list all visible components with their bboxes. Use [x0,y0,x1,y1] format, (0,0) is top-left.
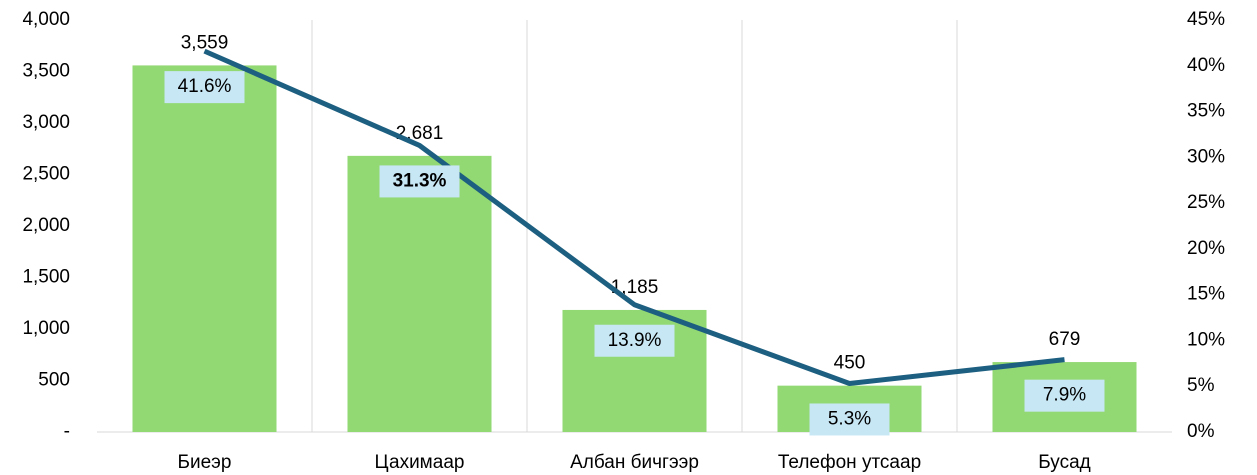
value-label-box [164,71,245,104]
bar-value-label: 679 [1049,329,1081,350]
line-value-label: 5.3% [828,408,871,429]
y2-tick-label: 15% [1187,284,1225,305]
bar-value-label: 450 [834,353,866,374]
y2-tick-label: 10% [1187,329,1225,350]
y2-tick-label: 40% [1187,55,1225,76]
line-value-label: 31.3% [393,170,447,191]
bar [132,65,277,432]
x-tick-label: Телефон утсаар [778,452,921,473]
bar [347,155,492,432]
y2-tick-label: 20% [1187,238,1225,259]
y2-tick-label: 5% [1187,375,1215,396]
y-tick-label: - [64,421,70,442]
value-label-box [594,324,675,357]
line-value-label: 41.6% [178,76,232,97]
y2-tick-label: 30% [1187,146,1225,167]
x-tick-label: Биеэр [178,452,232,473]
y-tick-label: 4,000 [22,9,70,30]
y-tick-label: 3,000 [22,112,70,133]
y2-tick-label: 0% [1187,421,1215,442]
value-label-box [1024,379,1105,412]
x-tick-label: Цахимаар [375,452,465,473]
y-tick-label: 1,500 [22,267,70,288]
y2-tick-label: 35% [1187,101,1225,122]
y-tick-label: 2,500 [22,164,70,185]
y2-tick-label: 25% [1187,192,1225,213]
x-tick-label: Бусад [1038,452,1091,473]
line [203,48,1065,386]
y-tick-label: 2,000 [22,215,70,236]
y2-tick-label: 45% [1187,9,1225,30]
line-value-label: 7.9% [1043,385,1086,406]
value-label-box [809,403,890,436]
bar-value-label: 1,185 [611,277,659,298]
y-tick-label: 1,000 [22,318,70,339]
line-value-label: 13.9% [608,330,662,351]
y-tick-label: 3,500 [22,61,70,82]
x-tick-label: Албан бичгээр [570,452,699,473]
value-label-box [379,165,460,198]
y-tick-label: 500 [38,370,70,391]
bar-value-label: 3,559 [181,32,229,53]
